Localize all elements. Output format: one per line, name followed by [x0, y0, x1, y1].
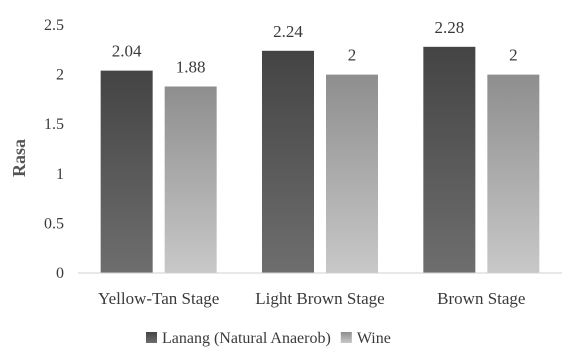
- bar-wine-2: [487, 74, 540, 273]
- x-category-label: Brown Stage: [437, 289, 525, 308]
- y-tick-label: 0: [56, 265, 64, 282]
- data-label: 2: [348, 46, 357, 65]
- y-tick-label: 1.5: [44, 116, 64, 133]
- bar-wine-0: [164, 86, 217, 273]
- bar-wine-1: [326, 74, 378, 273]
- x-category-label: Yellow-Tan Stage: [98, 289, 219, 308]
- y-tick-label: 1: [56, 166, 64, 183]
- bar-lanang-1: [262, 50, 314, 274]
- bars: 2.04 1.88 2.24 2 2.28 2: [100, 18, 540, 274]
- y-tick-label: 2.5: [44, 17, 64, 34]
- x-category-label: Light Brown Stage: [255, 289, 384, 308]
- data-label: 2: [509, 46, 518, 65]
- y-axis-label: Rasa: [9, 139, 29, 177]
- legend-label: Wine: [357, 330, 391, 347]
- legend-label: Lanang (Natural Anaerob): [162, 330, 331, 347]
- y-axis-ticks: 0 0.5 1 1.5 2 2.5: [44, 17, 64, 282]
- legend-swatch: [146, 332, 157, 343]
- bar-lanang-0: [100, 70, 153, 274]
- legend-swatch: [340, 332, 352, 343]
- legend: Lanang (Natural Anaerob) Wine: [146, 330, 391, 347]
- x-axis-categories: Yellow-Tan Stage Light Brown Stage Brown S…: [98, 289, 525, 308]
- data-label: 2.28: [434, 18, 464, 37]
- data-label: 2.24: [273, 22, 303, 41]
- y-tick-label: 2: [56, 67, 64, 84]
- bar-lanang-2: [423, 46, 476, 273]
- data-label: 2.04: [112, 42, 142, 61]
- data-label: 1.88: [176, 58, 206, 77]
- y-tick-label: 0.5: [44, 215, 64, 232]
